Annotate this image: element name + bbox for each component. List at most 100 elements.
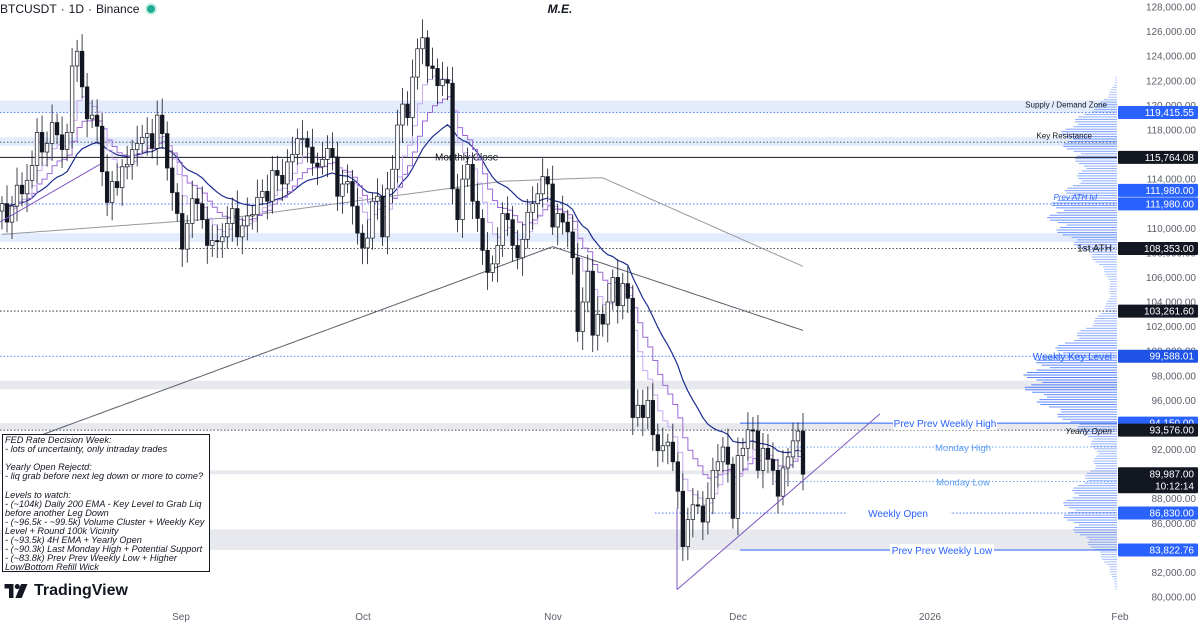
- volume-bar: [1053, 354, 1117, 356]
- price-label-bg: [1118, 150, 1198, 164]
- candle: [575, 257, 580, 332]
- notes-line: FED Rate Decision Week:: [5, 435, 112, 445]
- volume-bar: [1031, 384, 1117, 386]
- symbol-name[interactable]: BTCUSDT: [0, 2, 57, 16]
- candle: [520, 238, 525, 259]
- candle: [365, 237, 370, 249]
- volume-bar: [1080, 330, 1117, 332]
- candle: [135, 143, 140, 150]
- candle: [39, 132, 45, 153]
- analysis-notes-box[interactable]: FED Rate Decision Week: - lots of uncerta…: [2, 434, 210, 572]
- candle: [590, 270, 595, 336]
- volume-bar: [1049, 367, 1117, 369]
- volume-bar: [1093, 460, 1117, 462]
- volume-bar: [1109, 283, 1117, 285]
- candle: [390, 168, 395, 190]
- volume-bar: [1087, 480, 1117, 482]
- candle: [420, 37, 425, 50]
- notes-line: - (~83.8k) Prev Prev Weekly Low + Higher: [5, 553, 177, 564]
- volume-bar: [1109, 288, 1117, 290]
- volume-bar: [1074, 526, 1117, 528]
- volume-bar: [1094, 463, 1117, 465]
- tradingview-brand[interactable]: TradingView: [4, 582, 128, 600]
- candle: [430, 65, 435, 69]
- volume-bar: [1110, 89, 1117, 91]
- y-tick-label: 92,000.00: [1152, 445, 1197, 456]
- x-tick-label: Dec: [729, 612, 747, 623]
- author-title: M.E.: [547, 2, 573, 16]
- volume-bar: [1073, 244, 1117, 246]
- separator: ·: [60, 2, 65, 16]
- candle: [755, 430, 761, 471]
- volume-bar: [1099, 551, 1117, 553]
- trendline: [0, 163, 101, 223]
- volume-bar: [1067, 519, 1117, 521]
- volume-bar: [1036, 362, 1117, 364]
- candle: [615, 277, 620, 307]
- candle: [695, 504, 701, 507]
- volume-bar: [1077, 239, 1117, 241]
- volume-bar: [1101, 556, 1117, 558]
- zones-layer: [0, 100, 1117, 551]
- volume-bar: [1073, 126, 1117, 128]
- volume-bar: [1075, 118, 1117, 120]
- volume-bar: [1057, 349, 1117, 351]
- volume-bar: [1064, 514, 1117, 516]
- volume-bar: [1056, 229, 1117, 231]
- candle: [425, 37, 430, 67]
- timeframe[interactable]: 1D: [68, 2, 85, 16]
- y-tick-label: 128,000.00: [1146, 3, 1196, 14]
- x-tick-label: Nov: [544, 612, 562, 623]
- volume-bar: [1092, 325, 1117, 327]
- level-label: Key Resistance: [1036, 132, 1092, 141]
- volume-bar: [1108, 278, 1117, 280]
- volume-bar: [1076, 155, 1117, 157]
- volume-bar: [1078, 116, 1117, 118]
- notes-line: - (~96.5k - ~99.5k) Volume Cluster + Wee…: [5, 516, 205, 527]
- candle: [735, 455, 741, 519]
- candle: [34, 132, 40, 166]
- volume-bar: [1074, 492, 1117, 494]
- candle: [300, 138, 305, 140]
- candle: [370, 200, 375, 239]
- volume-bar: [1088, 435, 1117, 437]
- volume-bar: [1065, 136, 1117, 138]
- volume-bar: [1103, 99, 1117, 101]
- volume-bar: [1066, 192, 1117, 194]
- volume-bar: [1113, 578, 1117, 580]
- volume-bar: [1109, 566, 1117, 568]
- volume-bar: [1091, 440, 1117, 442]
- volume-bar: [1108, 298, 1117, 300]
- volume-bar: [1025, 389, 1117, 391]
- volume-bar: [1096, 104, 1117, 106]
- volume-bar: [1097, 450, 1117, 452]
- volume-bar: [1078, 426, 1117, 428]
- candle: [375, 195, 380, 202]
- volume-bar: [1063, 502, 1117, 504]
- volume-bar: [1063, 145, 1117, 147]
- volume-bar: [1104, 561, 1117, 563]
- candle: [130, 149, 135, 165]
- candle: [600, 313, 605, 325]
- x-tick-label: 2026: [919, 612, 942, 623]
- candle: [200, 203, 205, 220]
- volume-bar: [1060, 411, 1117, 413]
- candle: [720, 446, 726, 463]
- volume-bar: [1079, 337, 1117, 339]
- exchange-name: Binance: [96, 2, 140, 16]
- volume-bar: [1060, 408, 1117, 410]
- candle: [255, 197, 260, 216]
- volume-bar: [1080, 153, 1117, 155]
- candle: [650, 399, 655, 436]
- volume-bar: [1052, 202, 1117, 204]
- candle: [109, 181, 115, 203]
- volume-bar: [1068, 507, 1117, 509]
- candle: [485, 250, 490, 273]
- volume-bar: [1114, 581, 1117, 583]
- volume-bar: [1062, 352, 1117, 354]
- volume-bar: [1110, 295, 1117, 297]
- symbol-header[interactable]: BTCUSDT · 1D · Binance: [0, 1, 156, 17]
- volume-bar: [1073, 522, 1117, 524]
